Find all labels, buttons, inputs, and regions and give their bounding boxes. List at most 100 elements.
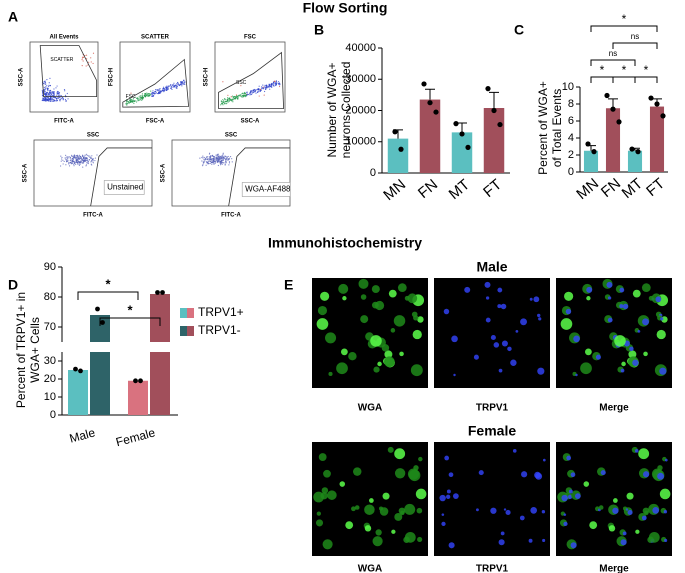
flow-event bbox=[46, 93, 48, 96]
micrograph bbox=[434, 442, 550, 556]
flow-event bbox=[45, 98, 47, 101]
data-point bbox=[138, 378, 143, 384]
flow-event bbox=[218, 160, 220, 162]
flow-event bbox=[254, 90, 256, 92]
flow-event bbox=[253, 91, 255, 93]
cell bbox=[413, 315, 419, 321]
y-tick-label: 2 bbox=[568, 149, 574, 161]
flow-event bbox=[223, 155, 225, 157]
flow-event bbox=[207, 161, 209, 163]
flow-event bbox=[214, 162, 216, 164]
flow-event bbox=[51, 94, 54, 97]
cell bbox=[643, 351, 648, 357]
flow-event bbox=[267, 86, 270, 88]
flow-event bbox=[137, 97, 139, 99]
flow-event bbox=[163, 89, 165, 91]
cell bbox=[388, 289, 397, 298]
flow-event bbox=[227, 158, 229, 160]
cell bbox=[560, 318, 573, 330]
flow-event bbox=[141, 93, 144, 95]
cell bbox=[607, 317, 613, 323]
flow-event bbox=[45, 100, 47, 102]
data-point bbox=[591, 149, 597, 155]
flow-event bbox=[242, 94, 244, 96]
axis-label: FSC-A bbox=[146, 119, 165, 125]
gate-label: SSC bbox=[236, 80, 247, 86]
flow-event bbox=[166, 85, 168, 87]
flow-event bbox=[83, 159, 85, 161]
cell bbox=[642, 318, 649, 326]
cell bbox=[501, 340, 508, 347]
flow-event bbox=[96, 154, 98, 156]
flow-event bbox=[84, 158, 86, 160]
gate bbox=[218, 51, 285, 109]
cell bbox=[387, 446, 394, 453]
cell bbox=[345, 521, 354, 530]
cell bbox=[373, 366, 380, 373]
flow-event bbox=[261, 87, 263, 89]
flow-event bbox=[159, 91, 161, 94]
flow-event bbox=[199, 157, 201, 159]
flow-event bbox=[126, 102, 128, 104]
cell bbox=[358, 278, 369, 289]
cell bbox=[570, 472, 576, 478]
flow-event bbox=[53, 88, 55, 90]
channel-label: Merge bbox=[599, 403, 629, 414]
flow-event bbox=[227, 94, 229, 96]
flow-event bbox=[152, 93, 154, 95]
flow-event bbox=[150, 90, 152, 92]
flow-event bbox=[249, 92, 251, 94]
cell bbox=[565, 308, 572, 315]
flow-event bbox=[47, 88, 49, 90]
flow-event bbox=[250, 93, 252, 96]
flow-event bbox=[225, 156, 227, 158]
flow-event bbox=[50, 96, 52, 99]
significance-bracket bbox=[77, 291, 139, 300]
cell bbox=[443, 308, 450, 315]
flow-event bbox=[56, 93, 58, 95]
cell bbox=[398, 507, 406, 515]
flow-event bbox=[217, 155, 219, 157]
cell bbox=[415, 488, 427, 500]
significance-bracket bbox=[590, 76, 614, 83]
flow-event bbox=[46, 85, 48, 87]
flow-event bbox=[147, 93, 149, 95]
cell bbox=[444, 455, 450, 461]
cell bbox=[399, 351, 404, 357]
flow-event bbox=[221, 154, 223, 157]
flow-event bbox=[47, 100, 49, 102]
flow-event bbox=[147, 95, 149, 97]
row-title: Female bbox=[468, 423, 516, 439]
y-axis-label: Percent of WGA+ bbox=[536, 81, 550, 175]
flow-event bbox=[90, 61, 92, 63]
flow-event bbox=[261, 86, 263, 88]
flow-event bbox=[146, 92, 148, 94]
flow-event bbox=[67, 159, 69, 161]
flow-event bbox=[56, 97, 58, 99]
flow-event bbox=[222, 104, 224, 106]
flow-event bbox=[82, 155, 84, 157]
flow-event bbox=[60, 94, 62, 97]
data-point bbox=[635, 149, 641, 155]
flow-event bbox=[84, 156, 86, 158]
axis-label: FITC-A bbox=[221, 213, 241, 219]
flow-event bbox=[90, 156, 92, 158]
axis-label: SSC-A bbox=[23, 163, 29, 182]
cell bbox=[507, 346, 512, 352]
flow-event bbox=[53, 92, 55, 94]
flow-event bbox=[221, 157, 223, 159]
flow-event bbox=[263, 90, 266, 93]
flow-event bbox=[63, 160, 65, 163]
flow-event bbox=[231, 99, 233, 101]
flow-event bbox=[77, 163, 79, 165]
flow-event bbox=[78, 157, 80, 159]
flow-event bbox=[223, 157, 225, 159]
cell bbox=[316, 511, 321, 516]
flow-event bbox=[217, 159, 219, 161]
cell bbox=[663, 510, 668, 514]
flow-event bbox=[80, 160, 82, 162]
flow-event bbox=[277, 81, 280, 83]
flow-event bbox=[222, 159, 224, 161]
flow-event bbox=[211, 154, 214, 156]
flow-event bbox=[210, 160, 212, 162]
